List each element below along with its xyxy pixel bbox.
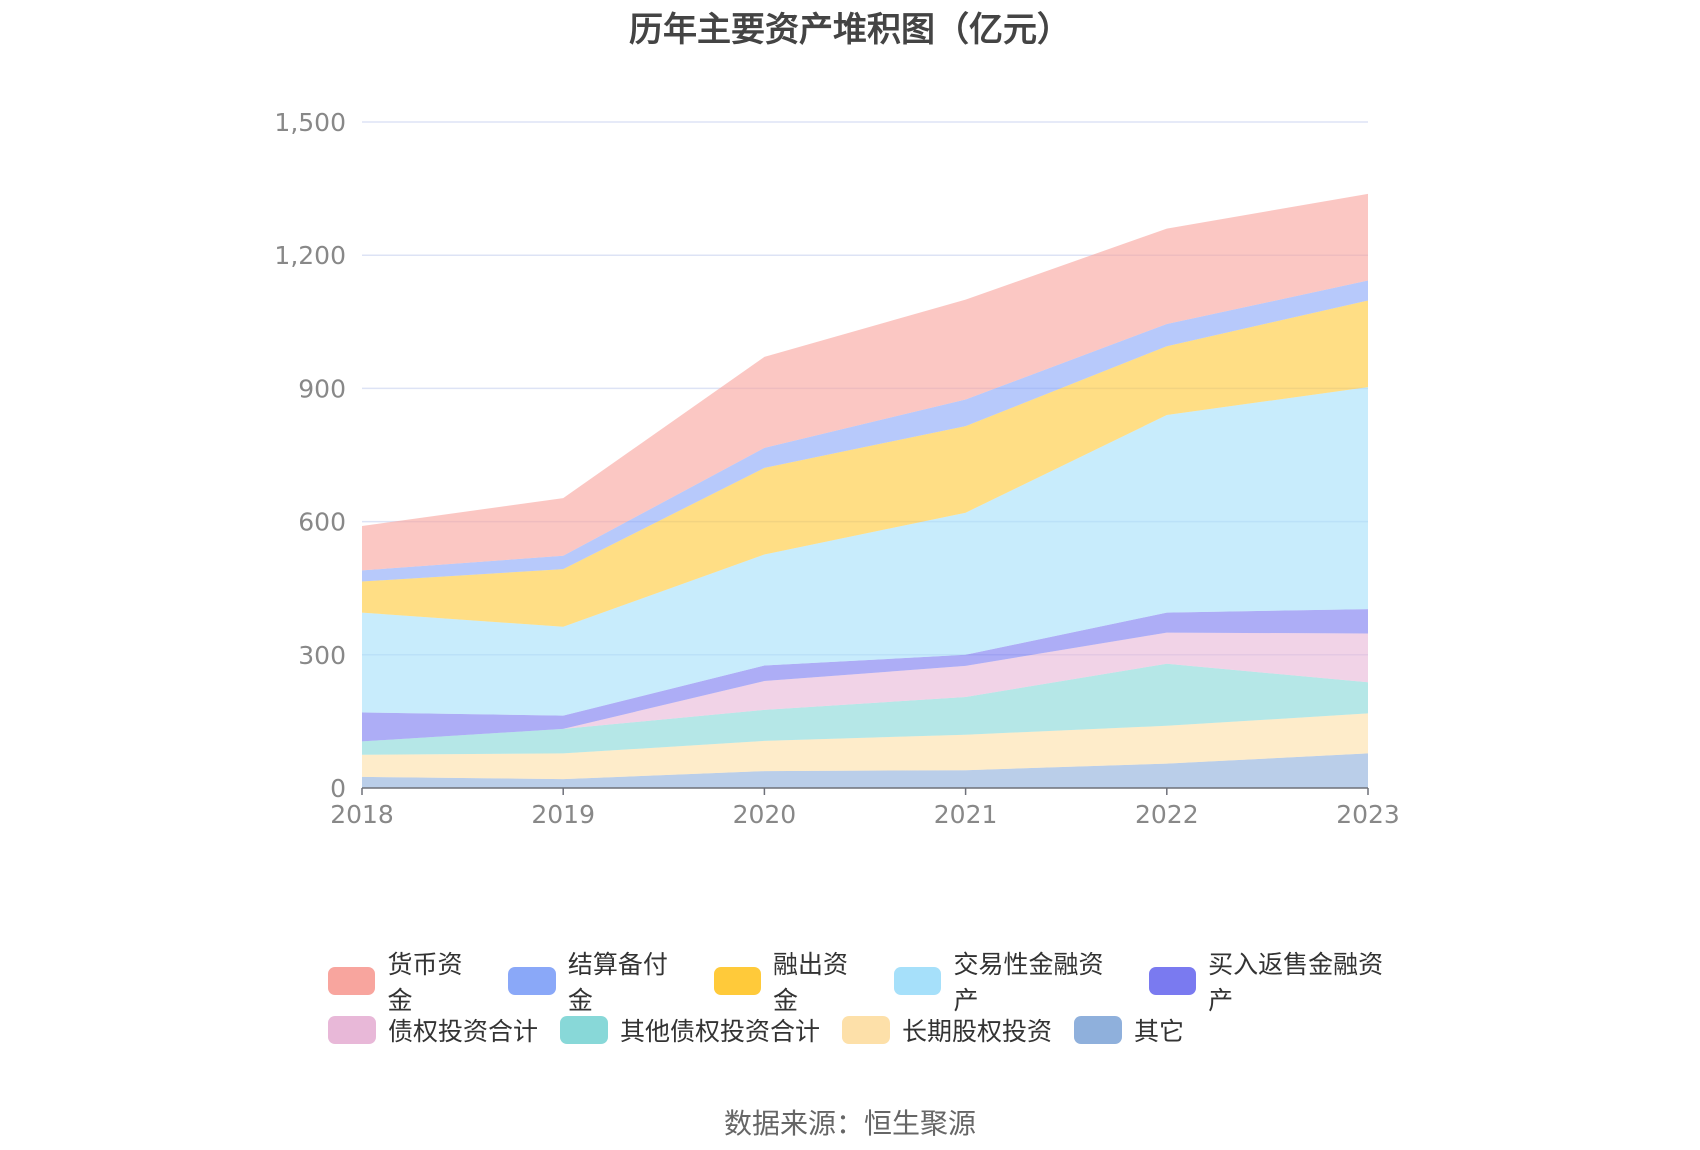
legend-label: 融出资金 bbox=[773, 949, 849, 1015]
x-tick-label: 2020 bbox=[733, 800, 797, 829]
legend-label: 货币资金 bbox=[387, 949, 463, 1015]
area-series-货币资金 bbox=[362, 193, 1368, 571]
legend-swatch bbox=[328, 1015, 376, 1044]
legend-label: 债权投资合计 bbox=[388, 1016, 539, 1046]
legend-item[interactable]: 货币资金 bbox=[328, 945, 486, 1017]
legend-swatch bbox=[893, 966, 942, 995]
axes: 0 300 600 900 1,200 1,500 2018 2019 2020 2021 2022… bbox=[274, 108, 1399, 829]
x-tick-label: 2019 bbox=[531, 800, 595, 829]
legend-item[interactable]: 其他债权投资合计 bbox=[560, 1012, 820, 1048]
y-tick-label: 0 bbox=[330, 774, 346, 803]
legend-item[interactable]: 结算备付金 bbox=[508, 945, 691, 1017]
y-tick-label: 1,200 bbox=[274, 241, 346, 270]
legend-swatch bbox=[560, 1015, 609, 1044]
data-source: 数据来源：恒生聚源 bbox=[723, 1107, 976, 1140]
legend-item[interactable]: 其它 bbox=[1074, 1012, 1184, 1048]
y-tick-label: 600 bbox=[298, 508, 346, 537]
legend-item[interactable]: 买入返售金融资产 bbox=[1148, 945, 1406, 1017]
legend-row: 债权投资合计 其他债权投资合计 长期股权投资 其它 bbox=[328, 1005, 1428, 1054]
legend-item[interactable]: 融出资金 bbox=[713, 945, 872, 1017]
area-series-融出资金 bbox=[362, 300, 1368, 627]
area-series-其他债权投资合计 bbox=[362, 663, 1368, 755]
legend-swatch bbox=[508, 966, 556, 995]
legend-item[interactable]: 长期股权投资 bbox=[842, 1012, 1052, 1048]
chart-title: 历年主要资产堆积图（亿元） bbox=[629, 10, 1071, 50]
area-series-交易性金融资产 bbox=[362, 387, 1368, 716]
legend-swatch bbox=[1074, 1015, 1123, 1044]
x-tick-label: 2022 bbox=[1135, 800, 1199, 829]
area-series-买入返售金融资产 bbox=[362, 609, 1368, 742]
area-series-债权投资合计 bbox=[362, 632, 1368, 742]
area-series-结算备付金 bbox=[362, 280, 1368, 582]
legend-swatch bbox=[1148, 966, 1197, 995]
x-tick-label: 2021 bbox=[934, 800, 998, 829]
legend-swatch bbox=[328, 966, 376, 995]
legend: 货币资金 结算备付金 融出资金 交易性金融资产 买入返售金融资产 债权投资合计 其他债权投… bbox=[328, 950, 1428, 1054]
legend-label: 结算备付金 bbox=[567, 949, 668, 1015]
legend-swatch bbox=[842, 1015, 891, 1044]
legend-label: 交易性金融资产 bbox=[953, 949, 1104, 1015]
area-series bbox=[362, 193, 1368, 788]
area-series-其它 bbox=[362, 753, 1368, 788]
legend-label: 其他债权投资合计 bbox=[620, 1016, 821, 1046]
y-tick-label: 900 bbox=[298, 374, 346, 403]
y-tick-label: 1,500 bbox=[274, 108, 346, 137]
y-tick-label: 300 bbox=[298, 641, 346, 670]
legend-swatch bbox=[713, 966, 762, 995]
legend-item[interactable]: 交易性金融资产 bbox=[893, 945, 1127, 1017]
legend-label: 其它 bbox=[1134, 1016, 1185, 1046]
x-tick-label: 2018 bbox=[330, 800, 394, 829]
legend-label: 买入返售金融资产 bbox=[1208, 949, 1384, 1015]
legend-label: 长期股权投资 bbox=[902, 1016, 1053, 1046]
area-series-长期股权投资 bbox=[362, 713, 1368, 780]
legend-row: 货币资金 结算备付金 融出资金 交易性金融资产 买入返售金融资产 bbox=[328, 950, 1428, 1015]
x-tick-label: 2023 bbox=[1336, 800, 1400, 829]
legend-item[interactable]: 债权投资合计 bbox=[328, 1012, 538, 1048]
